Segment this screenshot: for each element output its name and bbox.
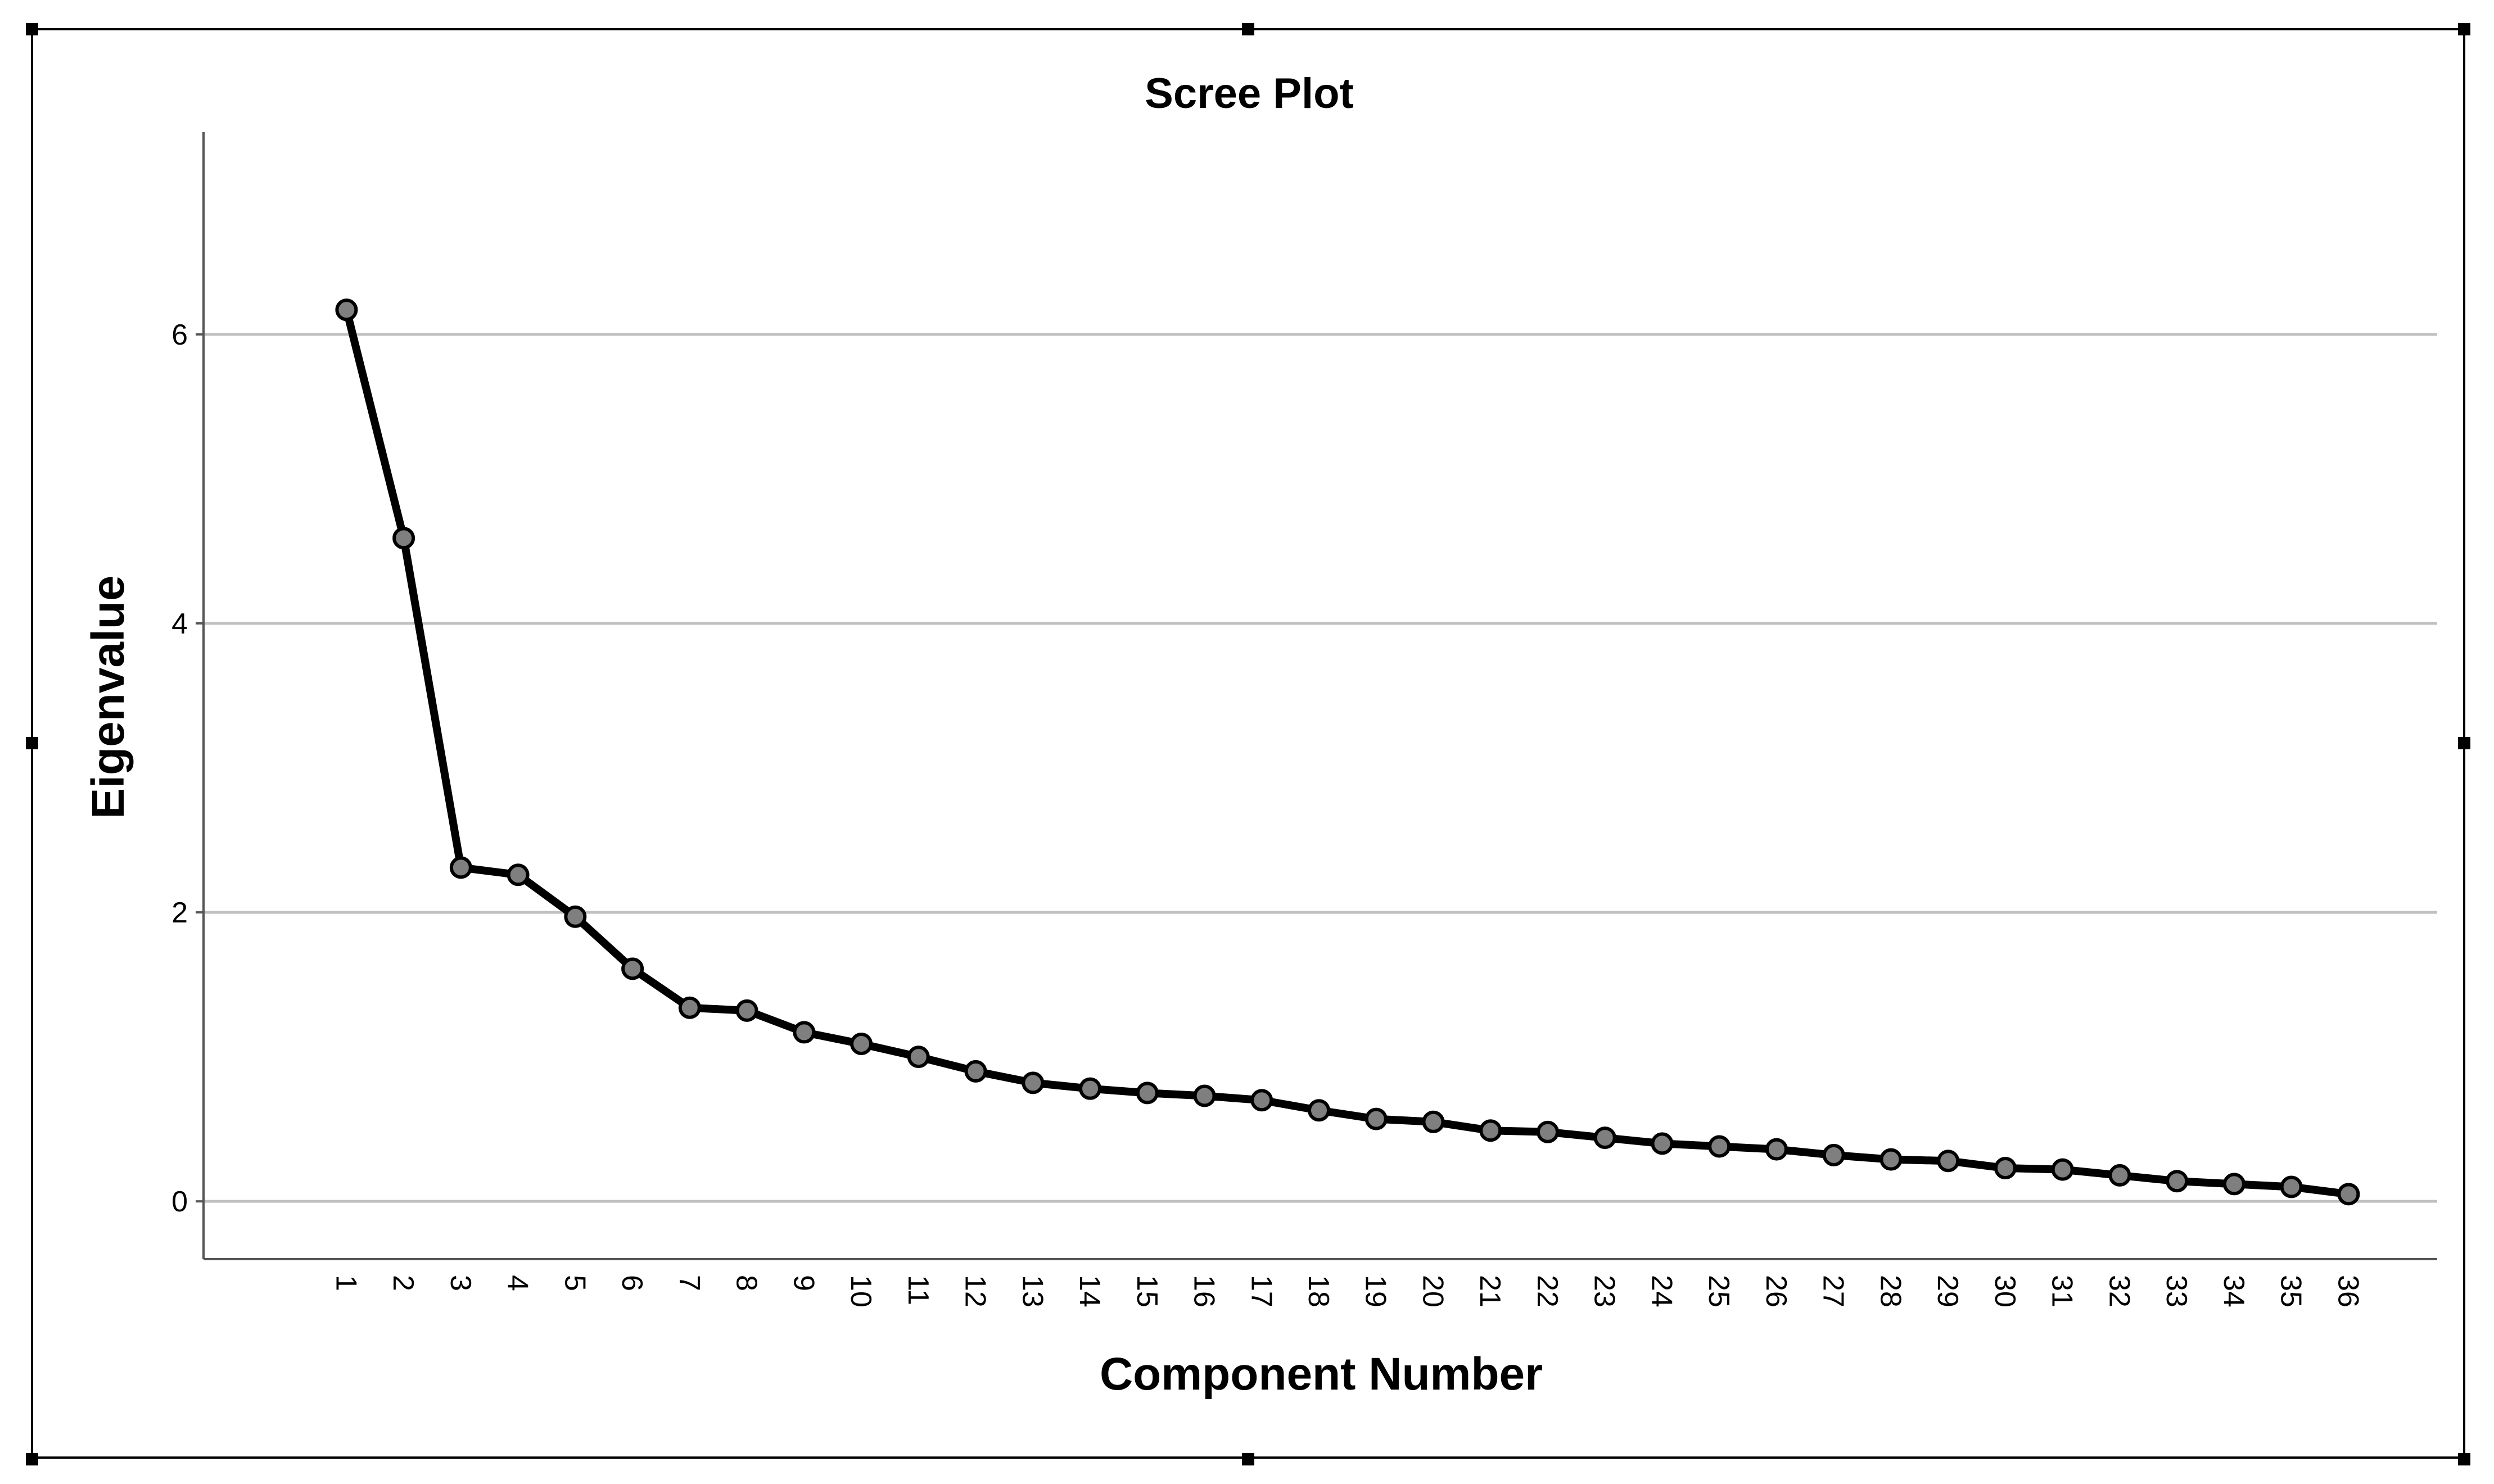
x-tick-label-36: 36: [2332, 1275, 2364, 1307]
x-tick-label-21: 21: [1474, 1275, 1506, 1307]
data-point-9: [793, 1021, 816, 1044]
data-point-36: [2337, 1183, 2360, 1206]
x-tick-label-8: 8: [730, 1275, 763, 1291]
data-point-2: [392, 527, 415, 550]
x-axis-ticks: 1 2 3 4 5 6 7 8 9 10 11 12 13 14 15 16 17 18 19 20 21 22 23 24 2…: [329, 1275, 2364, 1307]
x-tick-label-6: 6: [616, 1275, 648, 1291]
axes: [202, 132, 2437, 1260]
data-point-28: [1879, 1148, 1903, 1171]
gridlines: [204, 333, 2437, 1203]
data-point-18: [1308, 1099, 1330, 1122]
x-tick-label-9: 9: [787, 1275, 820, 1291]
x-tick-label-14: 14: [1073, 1275, 1106, 1307]
data-point-20: [1422, 1110, 1445, 1133]
x-tick-label-12: 12: [959, 1275, 992, 1307]
data-point-27: [1822, 1143, 1845, 1166]
x-tick-label-18: 18: [1302, 1275, 1335, 1307]
data-point-24: [1651, 1132, 1674, 1155]
x-tick-label-27: 27: [1817, 1275, 1850, 1307]
resize-handle-middle-left[interactable]: [26, 737, 38, 749]
x-tick-label-5: 5: [558, 1275, 591, 1291]
data-point-17: [1250, 1089, 1273, 1112]
y-axis-ticks: 0 2 4 6: [171, 319, 204, 1218]
x-tick-label-35: 35: [2275, 1275, 2307, 1307]
resize-handle-top-right[interactable]: [2458, 23, 2470, 35]
data-point-12: [964, 1060, 987, 1083]
x-axis-title: Component Number: [1100, 1349, 1543, 1400]
x-tick-label-30: 30: [1989, 1275, 2021, 1307]
x-tick-label-26: 26: [1760, 1275, 1792, 1307]
data-point-32: [2108, 1164, 2131, 1187]
chart-title: Scree Plot: [1145, 70, 1354, 117]
resize-handle-bottom-right[interactable]: [2458, 1453, 2470, 1465]
data-point-7: [678, 996, 701, 1019]
x-tick-label-11: 11: [902, 1275, 934, 1305]
data-point-29: [1937, 1150, 1960, 1173]
x-tick-label-7: 7: [673, 1275, 706, 1291]
y-tick-label-0: 0: [171, 1186, 188, 1218]
data-point-6: [621, 957, 644, 980]
data-point-16: [1193, 1084, 1216, 1107]
eigenvalue-series-line: [342, 306, 2353, 1198]
data-point-23: [1593, 1126, 1616, 1150]
data-point-26: [1765, 1138, 1788, 1161]
resize-handle-top-left[interactable]: [26, 23, 38, 35]
data-points: [335, 298, 2360, 1206]
x-tick-label-28: 28: [1874, 1275, 1906, 1307]
y-tick-label-2: 2: [171, 897, 188, 929]
y-axis-title: Eigenvalue: [83, 576, 134, 819]
data-point-19: [1365, 1107, 1388, 1130]
data-point-33: [2166, 1170, 2189, 1193]
data-point-14: [1079, 1077, 1102, 1100]
x-tick-label-32: 32: [2103, 1275, 2135, 1307]
data-point-35: [2280, 1175, 2303, 1198]
data-point-10: [850, 1032, 873, 1055]
data-point-21: [1479, 1119, 1502, 1142]
data-point-11: [907, 1046, 930, 1069]
x-tick-label-3: 3: [444, 1275, 477, 1291]
resize-handle-middle-right[interactable]: [2458, 737, 2470, 749]
x-tick-label-23: 23: [1588, 1275, 1621, 1307]
x-tick-label-24: 24: [1645, 1275, 1678, 1307]
data-point-15: [1136, 1082, 1159, 1105]
x-tick-label-22: 22: [1531, 1275, 1564, 1307]
data-point-25: [1708, 1135, 1731, 1158]
x-tick-label-16: 16: [1188, 1275, 1221, 1307]
x-tick-label-33: 33: [2160, 1275, 2193, 1307]
x-tick-label-15: 15: [1131, 1275, 1163, 1307]
x-tick-label-20: 20: [1416, 1275, 1449, 1307]
data-point-1: [335, 298, 358, 322]
x-tick-label-19: 19: [1359, 1275, 1392, 1307]
resize-handle-bottom-left[interactable]: [26, 1453, 38, 1465]
data-point-4: [507, 863, 530, 886]
data-point-8: [735, 999, 758, 1022]
x-tick-label-25: 25: [1702, 1275, 1735, 1307]
data-point-13: [1022, 1071, 1045, 1094]
x-tick-label-34: 34: [2217, 1275, 2250, 1307]
data-point-22: [1536, 1120, 1559, 1143]
data-point-30: [1994, 1157, 2017, 1180]
y-tick-label-6: 6: [171, 319, 188, 351]
y-tick-label-4: 4: [171, 608, 188, 640]
resize-handle-bottom-center[interactable]: [1242, 1453, 1254, 1465]
data-point-34: [2222, 1173, 2245, 1196]
resize-handle-top-center[interactable]: [1242, 23, 1254, 35]
x-tick-label-4: 4: [501, 1275, 534, 1291]
data-point-3: [449, 856, 472, 879]
x-tick-label-17: 17: [1245, 1275, 1277, 1307]
x-tick-label-2: 2: [387, 1275, 419, 1291]
x-tick-label-29: 29: [1931, 1275, 1964, 1307]
x-tick-label-10: 10: [844, 1275, 877, 1307]
x-tick-label-31: 31: [2046, 1275, 2079, 1307]
data-point-5: [564, 905, 587, 928]
x-tick-label-1: 1: [329, 1275, 362, 1291]
data-point-31: [2051, 1158, 2074, 1181]
x-tick-label-13: 13: [1016, 1275, 1049, 1307]
